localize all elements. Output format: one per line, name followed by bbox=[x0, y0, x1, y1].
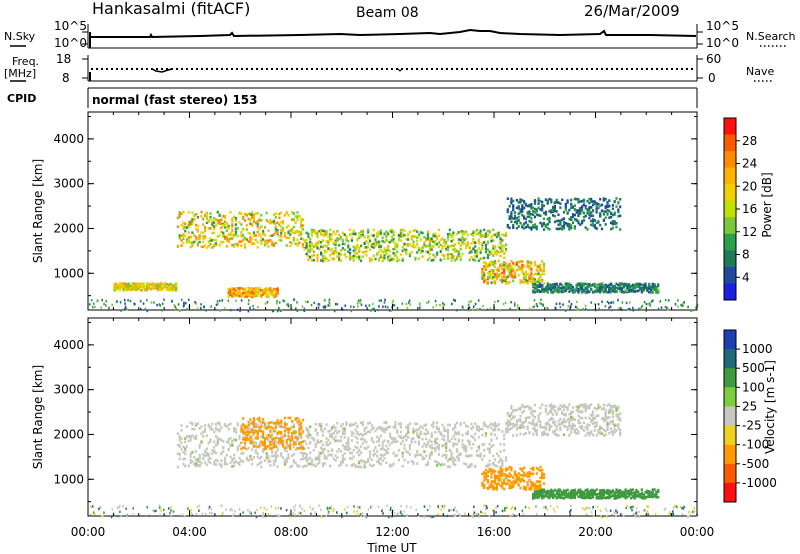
power-colorbar-segment bbox=[724, 217, 736, 235]
velocity-colorbar-segment bbox=[724, 425, 736, 446]
power-colorbar-segment bbox=[724, 134, 736, 152]
frequency-line bbox=[151, 68, 173, 73]
noise-sky-label: N.Sky bbox=[4, 30, 36, 43]
cpid-value: normal (fast stereo) 153 bbox=[92, 93, 258, 107]
xtick-label: 00:00 bbox=[680, 525, 715, 539]
power-colorbar-segment bbox=[724, 283, 736, 301]
power-ylabel: Slant Range [km] bbox=[31, 159, 45, 263]
xtick-label: 16:00 bbox=[477, 525, 512, 539]
velocity-colorbar-segment bbox=[724, 444, 736, 465]
power-colorbar-segment bbox=[724, 266, 736, 284]
x-axis-label: Time UT bbox=[366, 541, 417, 554]
nave-right-tick-high: 60 bbox=[706, 52, 721, 66]
power-ytick-label: 2000 bbox=[53, 221, 84, 235]
nave-label: Nave bbox=[746, 65, 774, 78]
power-near-range-scatter bbox=[88, 298, 699, 313]
velocity-colorbar-tick-label: 1000 bbox=[742, 342, 773, 356]
xtick-label: 08:00 bbox=[274, 525, 309, 539]
power-scatter-region bbox=[176, 210, 305, 249]
power-colorbar-tick-label: 8 bbox=[742, 248, 750, 262]
velocity-colorbar-tick-label: -1000 bbox=[742, 476, 777, 490]
power-colorbar-tick-label: 20 bbox=[742, 179, 757, 193]
power-colorbar-segment bbox=[724, 250, 736, 268]
power-colorbar-segment bbox=[724, 233, 736, 251]
velocity-scatter-region bbox=[481, 465, 546, 491]
power-colorbar-tick-label: 16 bbox=[742, 202, 757, 216]
power-colorbar: 28 24 20 16 12 8 4 bbox=[723, 117, 757, 301]
velocity-scatter-region bbox=[240, 416, 305, 451]
velocity-ytick-label: 2000 bbox=[53, 427, 84, 441]
power-colorbar-segment bbox=[724, 167, 736, 185]
velocity-colorbar-segment bbox=[724, 387, 736, 407]
velocity-colorbar-tick-label: -100 bbox=[742, 438, 769, 452]
xtick-label: 04:00 bbox=[172, 525, 207, 539]
velocity-colorbar-segment bbox=[724, 330, 736, 350]
freq-left-tick-low: 8 bbox=[62, 71, 70, 85]
power-colorbar-tick-label: 4 bbox=[742, 270, 750, 284]
frequency-panel: 18 8 60 0 Freq. [MHz] Nave bbox=[4, 52, 774, 85]
power-ytick-label: 4000 bbox=[53, 132, 84, 146]
power-scatter-region bbox=[532, 282, 660, 294]
freq-label-1: Freq. bbox=[12, 55, 39, 68]
power-colorbar-segment bbox=[724, 151, 736, 169]
velocity-ylabel: Slant Range [km] bbox=[31, 365, 45, 469]
noise-search-label: N.Search bbox=[746, 30, 796, 43]
velocity-ytick-label: 3000 bbox=[53, 383, 84, 397]
velocity-colorbar-segment bbox=[724, 368, 736, 388]
velocity-colorbar-tick-label: 100 bbox=[742, 380, 765, 394]
freq-label-2: [MHz] bbox=[4, 67, 36, 80]
beam-title: Beam 08 bbox=[356, 5, 419, 21]
noise-panel: 10^5 10^0 10^5 10^0 N.Sky N.Search bbox=[4, 19, 796, 50]
velocity-scatter-region bbox=[176, 421, 508, 469]
power-scatter-region bbox=[506, 197, 622, 231]
velocity-ytick-label: 4000 bbox=[53, 338, 84, 352]
power-scatter-region bbox=[227, 286, 279, 299]
xtick-label: 00:00 bbox=[71, 525, 106, 539]
velocity-colorbar-tick-label: -500 bbox=[742, 457, 769, 471]
power-colorbar-tick-label: 24 bbox=[742, 157, 757, 171]
noise-left-tick-low: 10^0 bbox=[54, 36, 87, 50]
velocity-colorbar: 1000 500 100 25 -25 -100 -500 -1000 bbox=[723, 329, 777, 503]
velocity-colorbar-segment bbox=[724, 482, 736, 503]
power-scatter-region bbox=[303, 228, 508, 263]
velocity-ytick-label: 1000 bbox=[53, 472, 84, 486]
velocity-colorbar-segment bbox=[724, 406, 736, 426]
power-colorbar-segment bbox=[724, 184, 736, 202]
power-colorbar-tick-label: 12 bbox=[742, 225, 757, 239]
power-colorbar-segment bbox=[724, 200, 736, 218]
velocity-colorbar-tick-label: -25 bbox=[742, 419, 762, 433]
freq-left-tick-high: 18 bbox=[56, 52, 71, 66]
power-scatter-region bbox=[113, 282, 178, 292]
cpid-row: CPID normal (fast stereo) 153 bbox=[7, 87, 698, 108]
noise-sky-line bbox=[91, 28, 697, 39]
power-colorbar-segment bbox=[724, 118, 736, 135]
date-title: 26/Mar/2009 bbox=[584, 2, 680, 20]
velocity-near-range-scatter bbox=[89, 504, 698, 519]
velocity-data-region bbox=[89, 403, 698, 519]
power-panel: 1000 2000 3000 4000 Slant Range [km] bbox=[31, 111, 699, 313]
noise-right-tick-low: 10^0 bbox=[706, 36, 739, 50]
velocity-panel: 1000 2000 3000 4000 Slant Range [km] bbox=[31, 317, 698, 519]
power-ytick-label: 3000 bbox=[53, 177, 84, 191]
power-colorbar-tick-label: 28 bbox=[742, 134, 757, 148]
power-data-region bbox=[88, 197, 699, 313]
noise-left-tick-high: 10^5 bbox=[54, 19, 87, 33]
power-colorbar-label: Power [dB] bbox=[760, 172, 774, 237]
velocity-scatter-region bbox=[532, 488, 660, 500]
nave-right-tick-low: 0 bbox=[708, 71, 716, 85]
power-ytick-label: 1000 bbox=[53, 266, 84, 280]
velocity-colorbar-segment bbox=[724, 349, 736, 369]
xtick-label: 12:00 bbox=[375, 525, 410, 539]
cpid-label: CPID bbox=[7, 92, 36, 105]
noise-right-tick-high: 10^5 bbox=[706, 19, 739, 33]
velocity-colorbar-segment bbox=[724, 463, 736, 484]
velocity-colorbar-tick-label: 500 bbox=[742, 361, 765, 375]
station-title: Hankasalmi (fitACF) bbox=[92, 0, 250, 18]
power-scatter-region bbox=[481, 259, 546, 285]
velocity-colorbar-tick-label: 25 bbox=[742, 399, 757, 413]
velocity-colorbar-label: Velocity [m s-1] bbox=[763, 360, 777, 454]
xtick-label: 20:00 bbox=[578, 525, 613, 539]
velocity-scatter-region bbox=[506, 403, 622, 437]
